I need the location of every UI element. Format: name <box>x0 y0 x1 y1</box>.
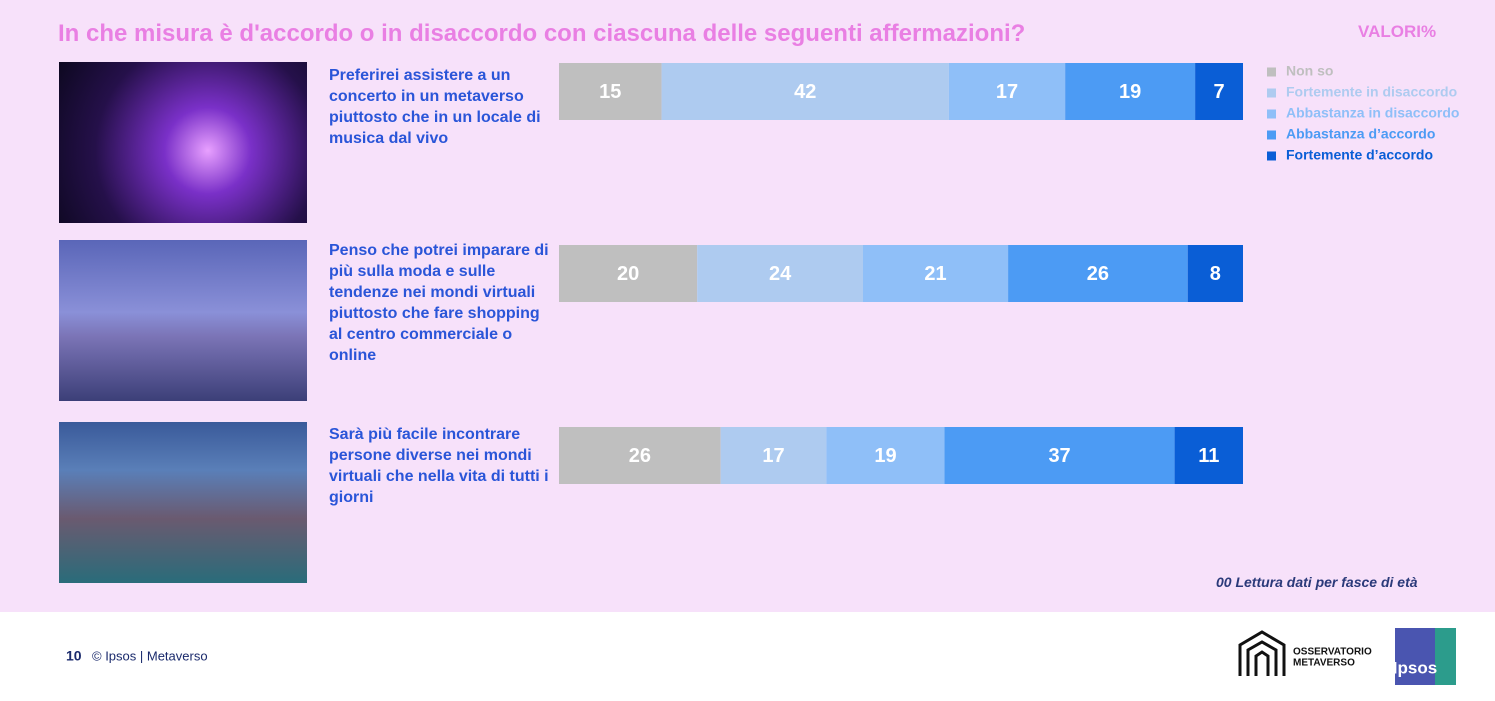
question: Penso che potrei imparare di più sulla m… <box>329 242 549 364</box>
bar-segment <box>1187 245 1243 302</box>
legend-label: Fortemente in disaccordo <box>1286 84 1457 100</box>
brand-name: Ipsos <box>1393 658 1437 677</box>
bar-segment <box>944 427 1175 484</box>
value-label: 11 <box>1198 445 1219 467</box>
legend-label: Abbastanza in disaccordo <box>1286 105 1459 121</box>
observatory-logo <box>1238 630 1286 676</box>
bar-segment <box>697 245 863 302</box>
bar-segment <box>1195 63 1243 120</box>
legend-label: Fortemente d’accordo <box>1286 147 1433 163</box>
page-number: 10 <box>66 648 82 664</box>
legend-swatch <box>1267 88 1276 98</box>
bar-segment <box>559 427 721 484</box>
brand-logo-part <box>1395 628 1435 685</box>
value-label: 15 <box>599 81 621 103</box>
bar-segment <box>948 63 1066 120</box>
fashion-image <box>59 240 307 401</box>
value-label: 19 <box>874 445 896 467</box>
legend-label: Non so <box>1286 63 1333 79</box>
bar-segment <box>863 245 1009 302</box>
note: 00 Lettura dati per fasce di età <box>1216 574 1418 590</box>
value-label: 17 <box>996 81 1018 103</box>
question: Sarà più facile incontrare persone diver… <box>329 426 549 506</box>
value-label: 7 <box>1213 81 1224 103</box>
legend-swatch <box>1267 67 1276 77</box>
legend-swatch <box>1267 151 1276 161</box>
unit-note: VALORI% <box>1358 22 1437 41</box>
bar-segment <box>661 63 949 120</box>
footer-text: © Ipsos | Metaverso <box>92 648 208 663</box>
value-label: 8 <box>1210 263 1221 285</box>
avatars-image <box>59 422 307 583</box>
bar-segment <box>826 427 945 484</box>
bar-segment <box>1065 63 1196 120</box>
bar-segment <box>720 427 827 484</box>
chart-title: In che misura è d'accordo o in disaccord… <box>58 20 1026 47</box>
value-label: 26 <box>1087 263 1109 285</box>
value-label: 17 <box>762 445 784 467</box>
logo-text: METAVERSO <box>1293 658 1355 669</box>
value-label: 42 <box>794 81 816 103</box>
legend-swatch <box>1267 109 1276 119</box>
legend-swatch <box>1267 130 1276 140</box>
value-label: 21 <box>924 263 946 285</box>
concert-image <box>59 62 307 223</box>
question: Preferirei assistere a un concerto in un… <box>329 67 541 147</box>
logo-text: OSSERVATORIO <box>1293 647 1372 658</box>
bar-segment <box>559 245 698 302</box>
value-label: 24 <box>769 263 792 285</box>
legend-label: Abbastanza d’accordo <box>1286 126 1435 142</box>
value-label: 26 <box>629 445 651 467</box>
bar-segment <box>559 63 662 120</box>
value-label: 37 <box>1048 445 1070 467</box>
value-label: 20 <box>617 263 639 285</box>
bar-segment <box>1174 427 1243 484</box>
bar-segment <box>1008 245 1188 302</box>
value-label: 19 <box>1119 81 1141 103</box>
